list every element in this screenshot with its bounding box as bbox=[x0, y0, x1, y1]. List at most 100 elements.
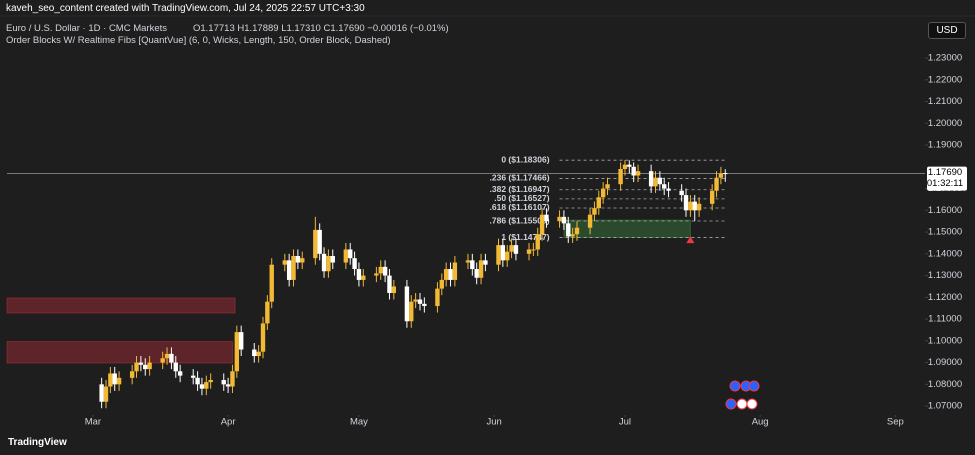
candle-body bbox=[160, 358, 165, 363]
candle-body bbox=[417, 299, 423, 304]
candle-body bbox=[252, 349, 257, 357]
x-tick-label: May bbox=[350, 417, 368, 428]
countdown: 01:32:11 bbox=[927, 178, 963, 189]
candle-body bbox=[448, 269, 453, 280]
candle-body bbox=[496, 245, 501, 265]
candle-body bbox=[300, 258, 305, 263]
candle-body bbox=[361, 275, 366, 280]
candle-body bbox=[321, 253, 327, 272]
candle-body bbox=[688, 201, 693, 211]
x-tick-label: Jul bbox=[619, 417, 631, 428]
candle-body bbox=[605, 184, 610, 189]
symbol: Euro / U.S. Dollar · 1D · CMC Markets bbox=[6, 23, 167, 34]
candle-body bbox=[500, 245, 506, 261]
candle-body bbox=[374, 273, 379, 276]
candle-body bbox=[313, 229, 318, 259]
candle-body bbox=[387, 275, 392, 293]
flags bbox=[725, 380, 760, 410]
candle-body bbox=[635, 171, 641, 176]
currency[interactable]: USD bbox=[928, 22, 966, 39]
candle-body bbox=[718, 173, 724, 178]
ohlc: O1.17713 H1.17889 L1.17310 C1.17690 −0.0… bbox=[193, 23, 449, 34]
candle-body bbox=[539, 214, 545, 235]
y-tick-label: 1.16000 bbox=[928, 205, 962, 216]
candle-body bbox=[574, 227, 580, 235]
candle-body bbox=[108, 373, 113, 387]
candle-body bbox=[195, 377, 200, 385]
candle-body bbox=[557, 216, 562, 222]
candle-body bbox=[173, 362, 178, 372]
candle-body bbox=[199, 384, 205, 389]
candle-body bbox=[627, 164, 632, 167]
candle-body bbox=[409, 301, 414, 322]
fib-label: 0 ($1.18306) bbox=[501, 154, 549, 164]
candle-body bbox=[256, 351, 261, 357]
candle-body bbox=[169, 353, 174, 363]
indicator: Order Blocks W/ Realtime Fibs [QuantVue]… bbox=[6, 35, 391, 46]
candle-body bbox=[657, 177, 663, 185]
fib-label: 1 ($1.14747) bbox=[501, 232, 549, 242]
candle-body bbox=[116, 377, 122, 385]
candle-body bbox=[666, 188, 671, 191]
candle-body bbox=[474, 269, 479, 278]
candle-body bbox=[679, 190, 684, 196]
candle-body bbox=[662, 184, 667, 189]
candle-body bbox=[348, 249, 353, 259]
candle-body bbox=[692, 201, 697, 211]
candle-body bbox=[526, 249, 532, 254]
candle-body bbox=[600, 188, 606, 198]
candle-body bbox=[208, 379, 213, 383]
candle-body bbox=[513, 245, 519, 254]
candle-body bbox=[295, 255, 301, 263]
candle-body bbox=[723, 173, 728, 175]
candle-body bbox=[260, 323, 266, 352]
candle-body bbox=[470, 260, 475, 270]
candle-body bbox=[221, 379, 226, 385]
y-tick-label: 1.12000 bbox=[928, 292, 962, 303]
candle-body bbox=[505, 251, 510, 261]
candle-body bbox=[112, 373, 117, 385]
candle-body bbox=[435, 288, 440, 307]
y-tick-label: 1.17000 bbox=[928, 183, 962, 194]
candle-body bbox=[291, 255, 296, 280]
candle-body bbox=[134, 362, 139, 372]
x-tick-label: Mar bbox=[85, 417, 101, 428]
candle-body bbox=[356, 269, 362, 280]
candle-body bbox=[535, 234, 540, 250]
candle-body bbox=[286, 260, 292, 280]
y-tick-label: 1.14000 bbox=[928, 248, 962, 259]
x-tick-label: Aug bbox=[752, 417, 769, 428]
y-tick-label: 1.11000 bbox=[928, 314, 962, 325]
candle-body bbox=[234, 332, 240, 372]
y-tick-label: 1.08000 bbox=[928, 379, 962, 390]
candle-body bbox=[382, 266, 388, 276]
candle-body bbox=[265, 301, 270, 324]
x-tick-label: Sep bbox=[887, 417, 904, 428]
order-block bbox=[6, 340, 233, 364]
last-price-box bbox=[927, 166, 967, 191]
candle-body bbox=[269, 264, 274, 302]
x-tick-label: Jun bbox=[486, 417, 501, 428]
y-tick-label: 1.21000 bbox=[928, 96, 962, 107]
x-tick-label: Apr bbox=[221, 417, 236, 428]
brand-text: TradingView bbox=[8, 437, 67, 448]
candle-body bbox=[478, 260, 484, 278]
candle-body bbox=[653, 177, 658, 187]
fib-label: .50 ($1.16527) bbox=[494, 193, 549, 203]
candle-body bbox=[391, 286, 397, 293]
candle-body bbox=[561, 216, 567, 224]
candle-body bbox=[326, 255, 331, 272]
candle-body bbox=[618, 168, 623, 185]
candle-body bbox=[714, 177, 719, 191]
y-tick-label: 1.19000 bbox=[928, 140, 962, 151]
candle-body bbox=[570, 234, 575, 237]
candle-body bbox=[177, 371, 183, 376]
candle-body bbox=[138, 362, 144, 365]
order-block bbox=[6, 297, 236, 314]
candle-body bbox=[709, 190, 715, 204]
candle-body bbox=[103, 386, 109, 402]
candle-body bbox=[509, 245, 514, 252]
candle-body bbox=[443, 269, 449, 280]
candle-body bbox=[343, 249, 349, 263]
